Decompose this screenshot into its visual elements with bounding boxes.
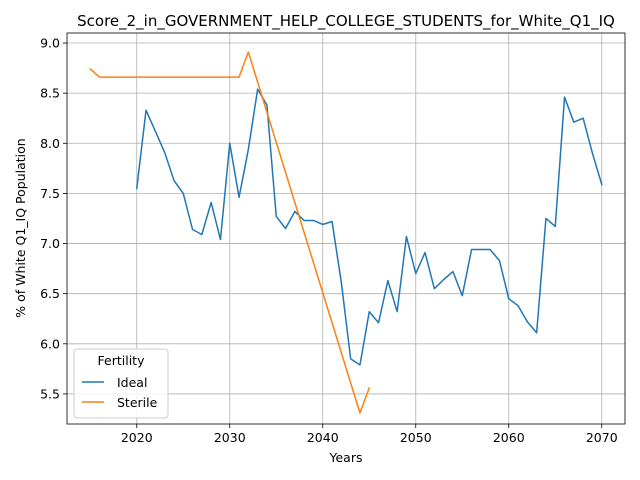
legend: Fertility Ideal Sterile	[73, 348, 169, 419]
y-tick-label: 6.5	[40, 286, 60, 301]
y-tick-label: 6.0	[40, 336, 60, 351]
series-line-sterile	[89, 51, 371, 414]
chart-title: Score_2_in_GOVERNMENT_HELP_COLLEGE_STUDE…	[77, 12, 615, 31]
y-tick-label: 9.0	[40, 36, 60, 51]
x-axis: 2020 2030 2040 2050 2060 2070	[121, 424, 618, 445]
x-tick-label: 2050	[400, 430, 432, 445]
legend-label-sterile: Sterile	[117, 395, 158, 410]
grid-lines	[67, 33, 625, 424]
y-tick-label: 7.5	[40, 186, 60, 201]
data-lines	[89, 51, 603, 414]
y-tick-label: 8.0	[40, 136, 60, 151]
y-axis: 5.5 6.0 6.5 7.0 7.5 8.0 8.5 9.0	[40, 36, 67, 401]
legend-title: Fertility	[98, 353, 146, 368]
plot-frame	[66, 32, 626, 425]
x-tick-label: 2020	[121, 430, 153, 445]
legend-box	[73, 348, 169, 419]
y-tick-label: 8.5	[40, 86, 60, 101]
x-axis-title: Years	[329, 450, 363, 465]
x-tick-label: 2060	[493, 430, 525, 445]
x-tick-label: 2030	[214, 430, 246, 445]
y-tick-label: 5.5	[40, 386, 60, 401]
x-tick-label: 2040	[307, 430, 339, 445]
y-axis-title: % of White Q1_IQ Population	[13, 138, 28, 317]
legend-label-ideal: Ideal	[117, 375, 147, 390]
x-tick-label: 2070	[586, 430, 618, 445]
series-line-ideal	[135, 88, 603, 366]
y-tick-label: 7.0	[40, 236, 60, 251]
